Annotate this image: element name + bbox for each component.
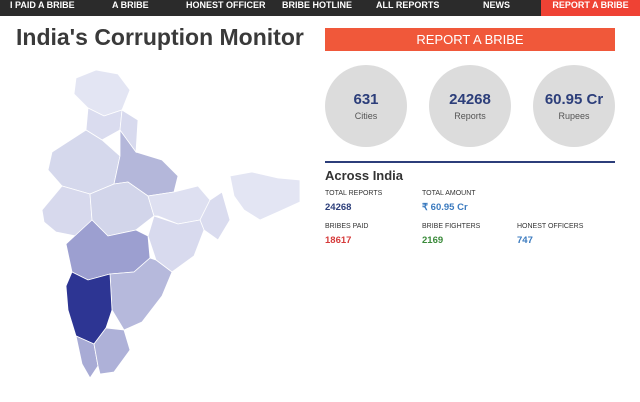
section-divider [325, 161, 615, 163]
map-region-north [73, 69, 131, 117]
top-nav: I PAID A BRIBE A BRIBE HONEST OFFICER BR… [0, 0, 640, 16]
map-region-odisha [147, 215, 205, 273]
nav-met-honest-officer[interactable]: HONEST OFFICER [186, 0, 266, 10]
nav-i-fought-a-bribe[interactable]: A BRIBE [112, 0, 149, 10]
stat-rupees: 60.95 Cr Rupees [533, 65, 615, 147]
nav-bribe-hotline[interactable]: BRIBE HOTLINE [282, 0, 353, 10]
map-region-kerala [75, 335, 99, 379]
map-region-uttarakhand [119, 109, 139, 154]
stat-rupees-label: Rupees [558, 111, 590, 121]
map-region-ne [229, 171, 301, 221]
total-amount-label: TOTAL AMOUNT [422, 190, 476, 197]
map-region-rajasthan [47, 129, 121, 195]
stat-reports-value: 24268 [449, 91, 491, 108]
honest-officers-value: 747 [517, 235, 533, 246]
stat-cities: 631 Cities [325, 65, 407, 147]
across-india-heading: Across India [325, 168, 404, 183]
honest-officers-label: HONEST OFFICERS [517, 223, 584, 230]
nav-report-bribe-button[interactable]: REPORT A BRIBE [541, 0, 640, 16]
bribes-paid-label: BRIBES PAID [325, 223, 369, 230]
map-region-tamilnadu [93, 327, 131, 375]
page-title: India's Corruption Monitor [16, 24, 304, 50]
bribe-fighters-value: 2169 [422, 235, 444, 246]
report-bribe-button[interactable]: REPORT A BRIBE [325, 28, 615, 51]
stat-reports-label: Reports [454, 111, 486, 121]
stat-reports: 24268 Reports [429, 65, 511, 147]
nav-news[interactable]: NEWS [483, 0, 510, 10]
nav-item-label: A BRIBE [112, 0, 149, 10]
stat-rupees-value: 60.95 Cr [544, 91, 604, 108]
total-reports-label: TOTAL REPORTS [325, 190, 383, 197]
stat-cities-label: Cities [354, 111, 378, 121]
nav-item-label: HONEST OFFICER [186, 0, 266, 10]
total-amount-value: ₹ 60.95 Cr [422, 202, 468, 213]
bribe-fighters-label: BRIBE FIGHTERS [422, 223, 481, 230]
nav-i-paid-a-bribe[interactable]: I PAID A BRIBE [10, 0, 75, 10]
bribes-paid-value: 18617 [325, 235, 352, 246]
stat-cities-value: 631 [353, 91, 379, 108]
india-map[interactable] [38, 60, 313, 385]
total-reports-value: 24268 [325, 202, 352, 213]
map-region-ap [109, 257, 173, 331]
nav-all-reports[interactable]: ALL REPORTS [376, 0, 440, 10]
